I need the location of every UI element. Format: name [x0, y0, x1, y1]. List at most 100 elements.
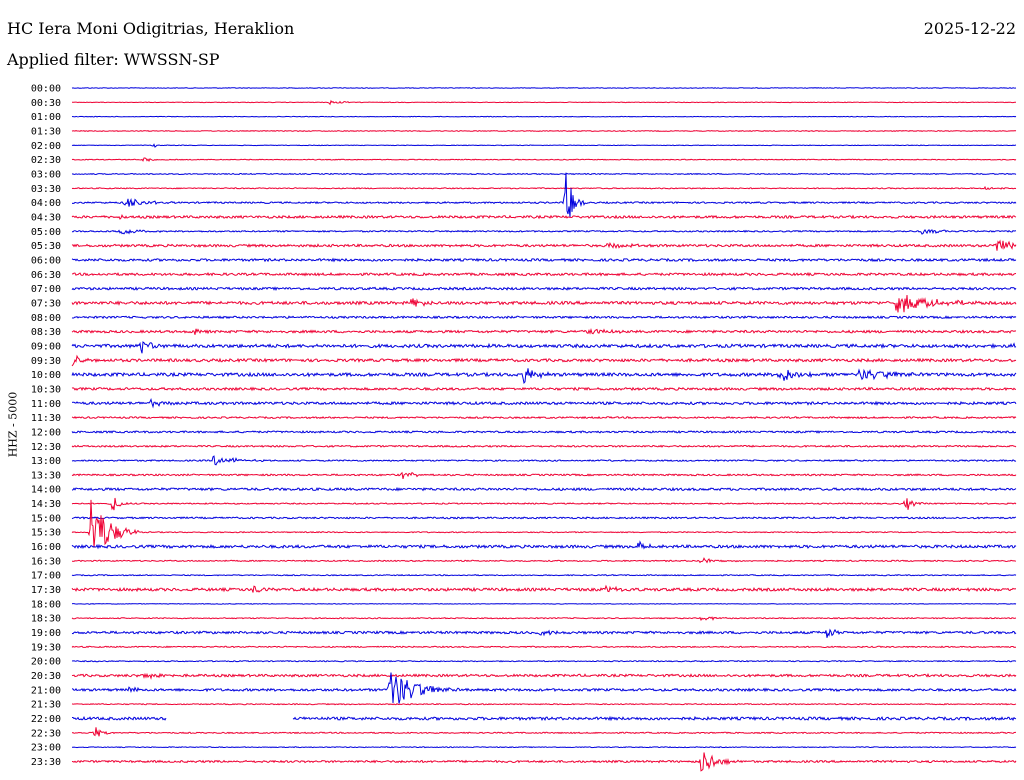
row-time-label: 05:00	[31, 227, 61, 238]
row-time-label: 03:30	[31, 184, 61, 195]
trace-row-22:00	[72, 715, 1017, 722]
trace-row-20:00	[71, 659, 1017, 663]
trace-row-06:30	[72, 271, 1017, 277]
trace-row-12:30	[71, 444, 1017, 448]
trace-row-04:00	[71, 172, 1017, 218]
row-time-label: 03:00	[31, 169, 61, 180]
trace-row-00:30	[72, 99, 1016, 106]
row-time-label: 05:30	[31, 241, 61, 252]
row-time-label: 08:00	[31, 313, 61, 324]
trace-row-19:30	[71, 645, 1016, 649]
trace-row-18:30	[71, 616, 1017, 622]
row-time-label: 17:30	[31, 585, 61, 596]
row-time-label: 19:30	[31, 642, 61, 653]
row-time-label: 01:00	[31, 112, 61, 123]
row-time-label: 07:00	[31, 284, 61, 295]
row-time-label: 14:00	[31, 485, 61, 496]
trace-row-04:30	[71, 213, 1017, 220]
row-time-label: 21:00	[31, 685, 61, 696]
trace-row-12:00	[71, 430, 1017, 434]
trace-row-16:30	[72, 557, 1017, 564]
filter-label: Applied filter: WWSSN-SP	[7, 50, 220, 69]
row-time-label: 00:30	[31, 98, 61, 109]
row-time-label: 04:00	[31, 198, 61, 209]
row-time-label: 20:00	[31, 657, 61, 668]
row-time-label: 19:00	[31, 628, 61, 639]
row-time-label: 11:30	[31, 413, 61, 424]
row-time-label: 14:30	[31, 499, 61, 510]
row-time-label: 06:00	[31, 255, 61, 266]
trace-row-10:30	[71, 386, 1017, 392]
trace-row-09:30	[71, 354, 1017, 367]
trace-row-11:30	[71, 415, 1017, 420]
trace-row-21:30	[71, 703, 1017, 706]
trace-row-23:30	[71, 752, 1017, 772]
row-time-label: 13:30	[31, 470, 61, 481]
row-time-label: 00:00	[31, 84, 61, 95]
row-time-label: 13:00	[31, 456, 61, 467]
trace-row-23:00	[72, 746, 1017, 749]
trace-row-15:00	[71, 516, 1017, 520]
trace-row-10:00	[71, 368, 1017, 384]
row-time-label: 15:00	[31, 513, 61, 524]
row-time-label: 08:30	[31, 327, 61, 338]
row-time-label: 12:30	[31, 442, 61, 453]
row-time-label: 04:30	[31, 212, 61, 223]
trace-row-14:00	[71, 486, 1017, 492]
trace-row-19:00	[71, 628, 1017, 638]
row-time-label: 22:00	[31, 714, 61, 725]
row-time-label: 12:00	[31, 427, 61, 438]
trace-row-17:30	[71, 584, 1017, 593]
row-time-label: 02:30	[31, 155, 61, 166]
trace-row-03:30	[71, 185, 1017, 190]
row-time-label: 18:30	[31, 614, 61, 625]
row-time-label: 07:30	[31, 298, 61, 309]
trace-row-02:00	[71, 143, 1017, 148]
plot-date: 2025-12-22	[923, 19, 1016, 38]
trace-row-01:00	[71, 115, 1017, 118]
trace-row-15:30	[71, 499, 1017, 548]
row-time-label: 21:30	[31, 700, 61, 711]
trace-row-20:30	[71, 672, 1017, 680]
row-time-label: 18:00	[31, 599, 61, 610]
trace-row-08:00	[71, 315, 1017, 320]
row-time-label: 17:00	[31, 571, 61, 582]
row-time-label: 16:30	[31, 556, 61, 567]
trace-row-13:00	[71, 455, 1017, 466]
row-time-label: 22:30	[31, 728, 61, 739]
station-title: HC Iera Moni Odigitrias, Heraklion	[7, 19, 295, 38]
row-time-label: 06:30	[31, 270, 61, 281]
row-time-label: 01:30	[31, 126, 61, 137]
trace-row-05:00	[71, 228, 1017, 235]
trace-row-07:00	[71, 286, 1017, 292]
row-time-label: 02:00	[31, 141, 61, 152]
row-time-label: 20:30	[31, 671, 61, 682]
row-time-label: 15:30	[31, 528, 61, 539]
trace-row-21:00	[71, 672, 1017, 704]
row-time-label: 23:00	[31, 743, 61, 754]
trace-row-22:30	[71, 727, 1016, 737]
trace-row-06:00	[71, 257, 1017, 263]
trace-row-14:30	[71, 497, 1017, 511]
row-time-label: 09:00	[31, 341, 61, 352]
trace-row-03:00	[71, 172, 1017, 176]
trace-row-18:00	[71, 603, 1017, 605]
trace-row-09:00	[71, 341, 1017, 354]
row-time-label: 09:30	[31, 356, 61, 367]
trace-row-16:00	[71, 540, 1017, 550]
trace-row-05:30	[71, 239, 1017, 251]
trace-row-07:30	[71, 294, 1017, 313]
row-time-label: 23:30	[31, 757, 61, 768]
trace-row-17:00	[71, 574, 1017, 577]
trace-row-11:00	[71, 397, 1017, 409]
trace-row-01:30	[71, 129, 1017, 132]
row-time-label: 16:00	[31, 542, 61, 553]
row-time-label: 10:30	[31, 384, 61, 395]
trace-row-08:30	[71, 328, 1017, 335]
trace-row-13:30	[71, 471, 1017, 480]
trace-row-00:00	[71, 87, 1017, 89]
trace-row-02:30	[71, 157, 1017, 162]
row-time-label: 11:00	[31, 399, 61, 410]
row-time-label: 10:00	[31, 370, 61, 381]
